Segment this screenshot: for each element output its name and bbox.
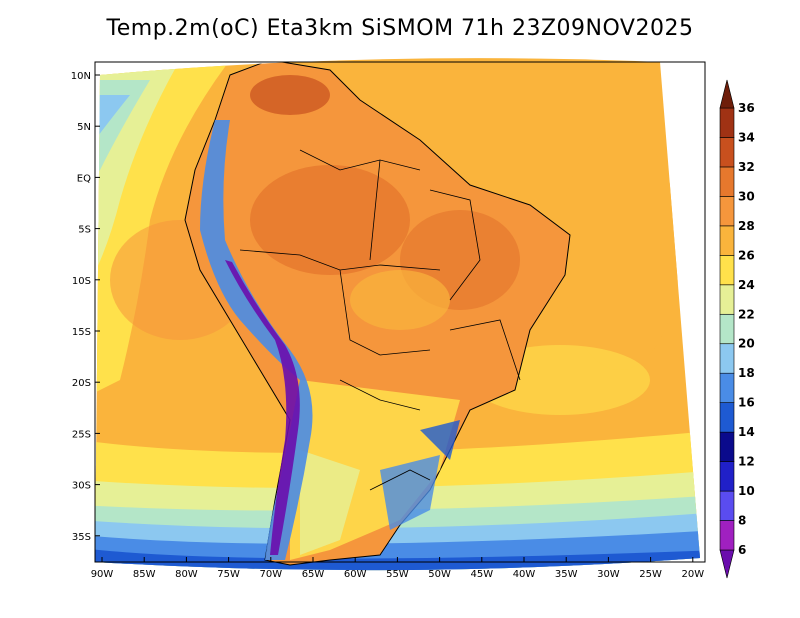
colorbar-segment xyxy=(719,284,735,315)
lon-tick-label: 25W xyxy=(639,569,662,580)
colorbar-segment xyxy=(719,461,735,492)
colorbar-segment xyxy=(719,520,735,551)
colorbar-label: 16 xyxy=(738,396,755,410)
colorbar-segment xyxy=(719,196,735,227)
colorbar-label: 10 xyxy=(738,484,755,498)
colorbar-segment xyxy=(719,225,735,256)
latitude-axis: 10N 5N EQ 5S 10S 15S 20S 25S 30S 35S xyxy=(71,71,100,543)
colorbar-label: 6 xyxy=(738,543,746,557)
longitude-axis: 90W 85W 80W 75W 70W 65W 60W 55W 50W 45W 40W 35W 30W 2… xyxy=(91,557,704,580)
colorbar-label: 8 xyxy=(738,514,746,528)
lat-tick-label: 30S xyxy=(72,481,91,492)
colorbar-segment xyxy=(719,490,735,521)
lon-tick-label: 85W xyxy=(133,569,156,580)
colorbar-bottom-triangle xyxy=(719,549,735,579)
colorbar-segment xyxy=(719,431,735,462)
lon-tick-label: 45W xyxy=(470,569,493,580)
lat-tick-label: 25S xyxy=(72,429,91,440)
lat-tick-label: 5S xyxy=(78,225,91,236)
lon-tick-label: 65W xyxy=(302,569,325,580)
colorbar-label: 22 xyxy=(738,307,755,321)
colorbar-segment xyxy=(719,343,735,374)
colorbar-label: 14 xyxy=(738,425,755,439)
colorbar-label: 28 xyxy=(738,219,755,233)
colorbar-label: 26 xyxy=(738,248,755,262)
lat-tick-label: EQ xyxy=(77,173,91,184)
lat-tick-label: 15S xyxy=(72,327,91,338)
colorbar-label: 12 xyxy=(738,455,755,469)
colorbar-label: 24 xyxy=(738,278,755,292)
lat-tick-label: 10N xyxy=(71,71,91,82)
colorbar-segment xyxy=(719,372,735,403)
lon-tick-label: 30W xyxy=(597,569,620,580)
lon-tick-label: 20W xyxy=(681,569,704,580)
lon-tick-label: 55W xyxy=(386,569,409,580)
lat-tick-label: 35S xyxy=(72,532,91,543)
lon-tick-label: 90W xyxy=(91,569,114,580)
temperature-field xyxy=(95,58,700,571)
colorbar-label: 30 xyxy=(738,189,755,203)
colorbar-top-triangle xyxy=(719,79,735,109)
colorbar-segment xyxy=(719,107,735,138)
colorbar-segment xyxy=(719,313,735,345)
lon-tick-label: 70W xyxy=(259,569,282,580)
lon-tick-label: 50W xyxy=(428,569,451,580)
lon-tick-label: 75W xyxy=(217,569,240,580)
colorbar-segment xyxy=(719,166,735,197)
lon-tick-label: 60W xyxy=(344,569,367,580)
colorbar-label: 20 xyxy=(738,337,755,351)
colorbar: 6 8 10 12 14 16 18 20 22 24 26 28 30 32 34 36 xyxy=(719,79,755,579)
map-frame xyxy=(94,61,706,563)
chart-title: Temp.2m(oC) Eta3km SiSMOM 71h 23Z09NOV20… xyxy=(106,16,694,41)
lat-tick-label: 5N xyxy=(77,122,91,133)
colorbar-segment xyxy=(719,255,735,286)
colorbar-segment xyxy=(719,137,735,168)
colorbar-label: 34 xyxy=(738,130,755,144)
lon-tick-label: 35W xyxy=(555,569,578,580)
lat-tick-label: 20S xyxy=(72,378,91,389)
lat-tick-label: 10S xyxy=(72,276,91,287)
colorbar-segment xyxy=(719,402,735,433)
lon-tick-label: 40W xyxy=(513,569,536,580)
colorbar-label: 18 xyxy=(738,366,755,380)
colorbar-label: 32 xyxy=(738,160,755,174)
lon-tick-label: 80W xyxy=(175,569,198,580)
colorbar-label: 36 xyxy=(738,101,755,115)
